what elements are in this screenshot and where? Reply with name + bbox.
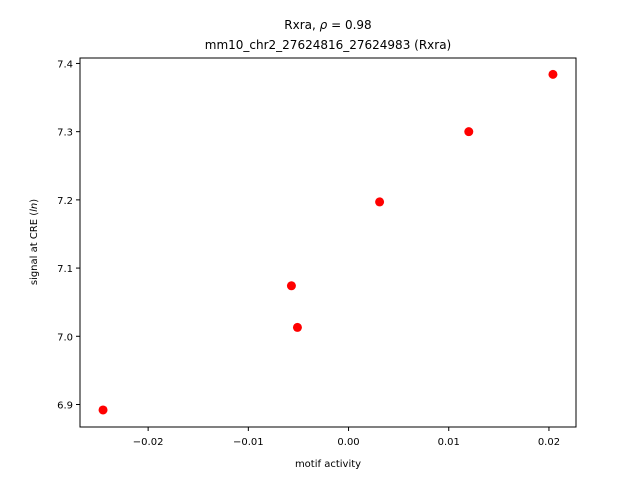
y-tick-label: 7.1 — [57, 264, 73, 275]
data-point — [548, 69, 558, 79]
y-axis-label: signal at CRE (ln) — [29, 199, 40, 285]
data-point — [286, 281, 296, 291]
data-point — [464, 127, 474, 137]
chart-title-line2: mm10_chr2_27624816_27624983 (Rxra) — [205, 38, 451, 52]
chart-title-line1: Rxra, ρ = 0.98 — [284, 18, 371, 32]
data-point — [98, 405, 108, 415]
plot-area — [79, 57, 577, 428]
y-tick-label: 6.9 — [57, 400, 73, 411]
x-tick-label: −0.02 — [133, 437, 164, 448]
data-point — [292, 322, 302, 332]
x-tick-label: 0.00 — [337, 437, 359, 448]
x-tick-label: 0.01 — [438, 437, 460, 448]
x-axis-label: motif activity — [295, 459, 361, 470]
y-tick-label: 7.2 — [57, 196, 73, 207]
y-tick-label: 7.4 — [57, 59, 73, 70]
data-point — [375, 197, 385, 207]
data-points — [98, 69, 558, 415]
y-tick-label: 7.0 — [57, 332, 73, 343]
x-tick-label: −0.01 — [233, 437, 264, 448]
y-tick-label: 7.3 — [57, 128, 73, 139]
x-tick-label: 0.02 — [538, 437, 560, 448]
x-axis: −0.02 −0.01 0.00 0.01 0.02 — [133, 427, 560, 448]
y-axis: 6.9 7.0 7.1 7.2 7.3 7.4 — [57, 59, 80, 411]
